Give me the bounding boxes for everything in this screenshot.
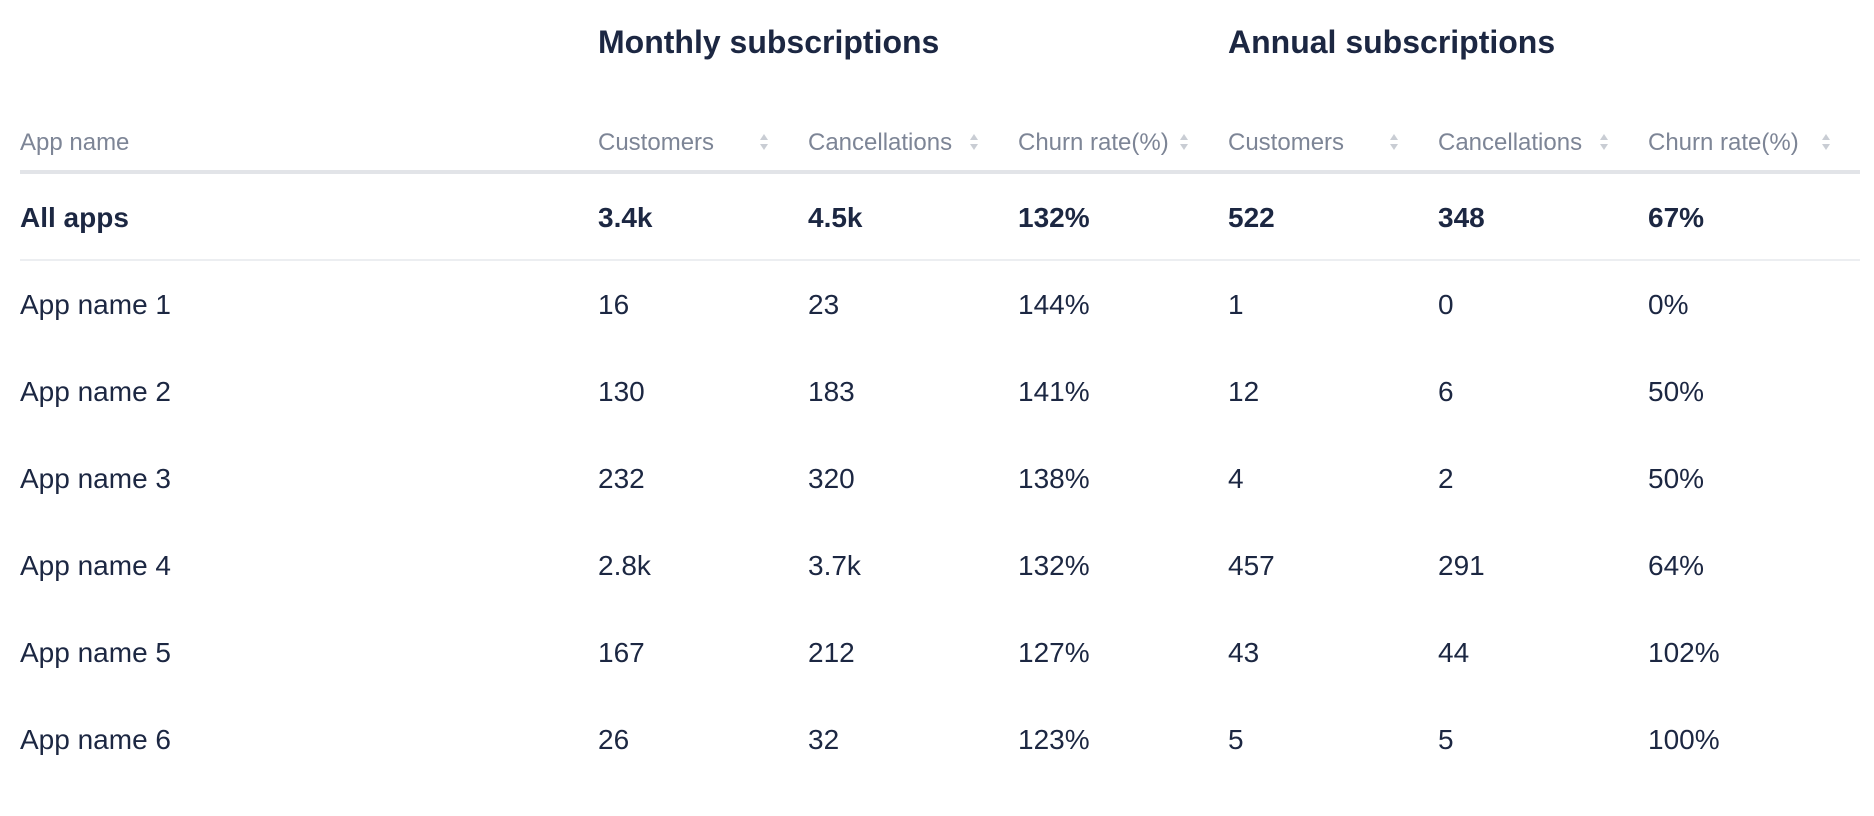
header-app-name: App name [20, 129, 130, 156]
cell-app-name: App name 6 [20, 723, 171, 755]
cell-monthly-churn-rate: 123% [1018, 723, 1090, 755]
cell-annual-customers: 12 [1228, 375, 1260, 407]
cell-annual-customers: 43 [1228, 636, 1260, 668]
sort-icon[interactable] [968, 132, 980, 152]
cell-annual-customers: 4 [1228, 462, 1244, 494]
cell-annual-cancellations: 5 [1438, 723, 1454, 755]
sort-icon[interactable] [1178, 132, 1190, 152]
sort-icon[interactable] [1820, 132, 1832, 152]
header-monthly-cancellations[interactable]: Cancellations [808, 129, 953, 156]
table-row: App name 6 26 32 123% 5 5 100% [20, 696, 1860, 783]
cell-annual-churn-rate: 0% [1648, 288, 1689, 320]
cell-app-name: App name 2 [20, 375, 171, 407]
cell-app-name: App name 5 [20, 636, 171, 668]
cell-monthly-cancellations: 320 [808, 462, 855, 494]
cell-monthly-cancellations: 212 [808, 636, 855, 668]
cell-annual-cancellations: 0 [1438, 288, 1454, 320]
cell-monthly-customers: 232 [598, 462, 645, 494]
header-annual-customers[interactable]: Customers [1228, 129, 1345, 156]
table-row: App name 4 2.8k 3.7k 132% 457 291 64% [20, 522, 1860, 609]
total-app-name: All apps [20, 201, 129, 233]
cell-monthly-customers: 130 [598, 375, 645, 407]
total-monthly-churn-rate: 132% [1018, 201, 1090, 233]
annual-subscriptions-heading: Annual subscriptions [1228, 24, 1556, 60]
sort-icon[interactable] [1598, 132, 1610, 152]
cell-annual-customers: 1 [1228, 288, 1244, 320]
cell-monthly-churn-rate: 132% [1018, 549, 1090, 581]
cell-monthly-churn-rate: 127% [1018, 636, 1090, 668]
cell-monthly-churn-rate: 138% [1018, 462, 1090, 494]
cell-app-name: App name 4 [20, 549, 171, 581]
cell-monthly-customers: 167 [598, 636, 645, 668]
cell-annual-cancellations: 2 [1438, 462, 1454, 494]
sort-icon[interactable] [758, 132, 770, 152]
cell-monthly-customers: 16 [598, 288, 630, 320]
column-header-row: App name Customers Cancellations Churn r… [20, 88, 1860, 174]
cell-monthly-customers: 2.8k [598, 549, 651, 581]
monthly-subscriptions-heading: Monthly subscriptions [598, 24, 940, 60]
cell-annual-churn-rate: 64% [1648, 549, 1705, 581]
cell-annual-churn-rate: 100% [1648, 723, 1720, 755]
total-annual-customers: 522 [1228, 201, 1275, 233]
table-row: App name 1 16 23 144% 1 0 0% [20, 261, 1860, 348]
total-annual-churn-rate: 67% [1648, 201, 1705, 233]
cell-app-name: App name 1 [20, 288, 171, 320]
cell-annual-churn-rate: 50% [1648, 375, 1705, 407]
cell-annual-customers: 457 [1228, 549, 1275, 581]
table-row: App name 5 167 212 127% 43 44 102% [20, 609, 1860, 696]
header-monthly-churn-rate[interactable]: Churn rate(%) [1018, 129, 1169, 156]
cell-monthly-cancellations: 23 [808, 288, 840, 320]
header-monthly-customers[interactable]: Customers [598, 129, 715, 156]
cell-monthly-churn-rate: 144% [1018, 288, 1090, 320]
table-row: App name 3 232 320 138% 4 2 50% [20, 435, 1860, 522]
subscriptions-table: Monthly subscriptions Annual subscriptio… [20, 0, 1860, 783]
cell-annual-cancellations: 291 [1438, 549, 1485, 581]
cell-annual-cancellations: 44 [1438, 636, 1470, 668]
cell-monthly-cancellations: 183 [808, 375, 855, 407]
cell-monthly-cancellations: 32 [808, 723, 840, 755]
cell-monthly-customers: 26 [598, 723, 630, 755]
cell-app-name: App name 3 [20, 462, 171, 494]
sort-icon[interactable] [1388, 132, 1400, 152]
column-group-row: Monthly subscriptions Annual subscriptio… [20, 0, 1860, 88]
cell-monthly-cancellations: 3.7k [808, 549, 861, 581]
total-annual-cancellations: 348 [1438, 201, 1485, 233]
total-monthly-cancellations: 4.5k [808, 201, 863, 233]
cell-annual-cancellations: 6 [1438, 375, 1454, 407]
cell-annual-customers: 5 [1228, 723, 1244, 755]
table-row-total: All apps 3.4k 4.5k 132% 522 348 67% [20, 174, 1860, 261]
total-monthly-customers: 3.4k [598, 201, 653, 233]
header-annual-churn-rate[interactable]: Churn rate(%) [1648, 129, 1799, 156]
cell-annual-churn-rate: 50% [1648, 462, 1705, 494]
header-annual-cancellations[interactable]: Cancellations [1438, 129, 1583, 156]
table-row: App name 2 130 183 141% 12 6 50% [20, 348, 1860, 435]
cell-monthly-churn-rate: 141% [1018, 375, 1090, 407]
cell-annual-churn-rate: 102% [1648, 636, 1720, 668]
